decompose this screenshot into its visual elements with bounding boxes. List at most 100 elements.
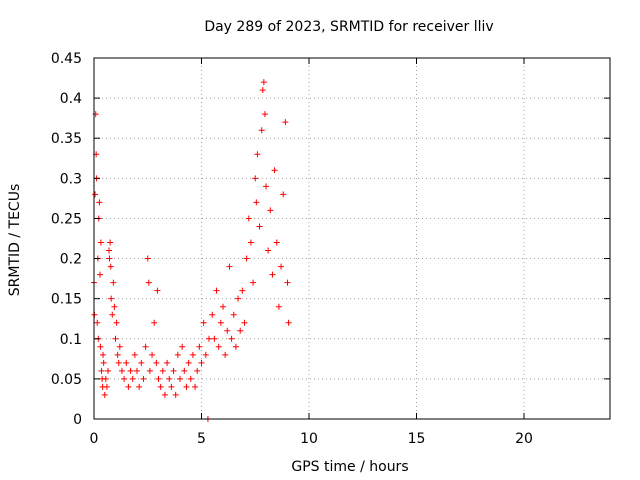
data-point — [215, 343, 222, 350]
y-tick-label: 0.15 — [51, 292, 82, 308]
data-point — [129, 375, 136, 382]
data-point — [252, 175, 259, 182]
data-point — [261, 111, 268, 118]
y-tick-label: 0.05 — [51, 372, 82, 388]
data-point — [202, 351, 209, 358]
data-point — [154, 287, 161, 294]
y-tick-label: 0.2 — [60, 252, 82, 268]
data-point — [250, 279, 257, 286]
data-point — [115, 359, 122, 366]
data-point — [111, 303, 118, 310]
data-point — [284, 279, 291, 286]
y-tick-label: 0.35 — [51, 131, 82, 147]
data-point — [145, 279, 152, 286]
data-point — [131, 351, 138, 358]
data-point — [259, 87, 266, 94]
data-point — [213, 287, 220, 294]
data-point — [196, 343, 203, 350]
data-point — [118, 367, 125, 374]
data-point — [271, 167, 278, 174]
data-point — [127, 367, 134, 374]
data-point — [107, 263, 114, 270]
y-tick-label: 0.45 — [51, 51, 82, 67]
data-point — [285, 319, 292, 326]
chart-title: Day 289 of 2023, SRMTID for receiver lli… — [204, 19, 493, 35]
y-tick-label: 0.25 — [51, 211, 82, 227]
data-point — [116, 343, 123, 350]
data-point — [140, 375, 147, 382]
data-point — [97, 239, 104, 246]
data-point — [194, 367, 201, 374]
data-point — [98, 367, 105, 374]
data-point — [278, 263, 285, 270]
data-point — [153, 359, 160, 366]
data-point — [103, 383, 110, 390]
data-point — [112, 335, 119, 342]
data-point — [260, 79, 267, 86]
data-point — [113, 319, 120, 326]
data-point — [114, 351, 121, 358]
data-point — [217, 319, 224, 326]
data-point — [189, 351, 196, 358]
x-tick-label: 0 — [90, 431, 99, 447]
data-point — [282, 119, 289, 126]
data-point — [172, 391, 179, 398]
data-point — [170, 367, 177, 374]
data-point — [198, 359, 205, 366]
data-point — [247, 239, 254, 246]
data-point — [230, 311, 237, 318]
data-point — [267, 207, 274, 214]
data-point — [185, 359, 192, 366]
data-point — [96, 199, 103, 206]
data-point — [224, 327, 231, 334]
data-point — [222, 351, 229, 358]
data-point — [269, 271, 276, 278]
data-point — [226, 263, 233, 270]
data-point — [256, 223, 263, 230]
data-point — [92, 191, 99, 198]
data-point — [206, 335, 213, 342]
data-point — [149, 351, 156, 358]
y-tick-label: 0.1 — [60, 332, 82, 348]
data-point — [107, 239, 114, 246]
data-point — [183, 383, 190, 390]
data-point — [155, 375, 162, 382]
data-point — [97, 343, 104, 350]
x-tick-label: 10 — [300, 431, 318, 447]
data-point — [106, 255, 113, 262]
data-point — [168, 383, 175, 390]
data-point — [243, 255, 250, 262]
data-point — [142, 343, 149, 350]
x-tick-label: 20 — [515, 431, 533, 447]
data-point — [101, 391, 108, 398]
data-point — [164, 359, 171, 366]
data-point — [121, 375, 128, 382]
data-point — [134, 367, 140, 374]
data-point — [237, 327, 244, 334]
data-point — [108, 295, 115, 302]
data-point — [181, 367, 188, 374]
x-tick-label: 15 — [408, 431, 426, 447]
data-point — [100, 351, 107, 358]
data-points — [91, 79, 292, 422]
data-point — [273, 239, 280, 246]
data-point — [125, 383, 132, 390]
data-point — [136, 383, 143, 390]
x-axis-label: GPS time / hours — [291, 459, 408, 475]
data-point — [106, 247, 113, 254]
y-tick-label: 0.3 — [60, 171, 82, 187]
data-point — [239, 287, 246, 294]
data-point — [94, 319, 101, 326]
y-tick-label: 0 — [73, 412, 82, 428]
grid-layer — [94, 58, 610, 419]
data-point — [241, 319, 248, 326]
data-point — [192, 383, 199, 390]
data-point — [228, 335, 235, 342]
data-point — [187, 375, 194, 382]
data-point — [258, 127, 265, 134]
data-point — [200, 319, 207, 326]
data-point — [144, 255, 151, 262]
plot-frame — [93, 57, 611, 420]
data-point — [253, 199, 260, 206]
